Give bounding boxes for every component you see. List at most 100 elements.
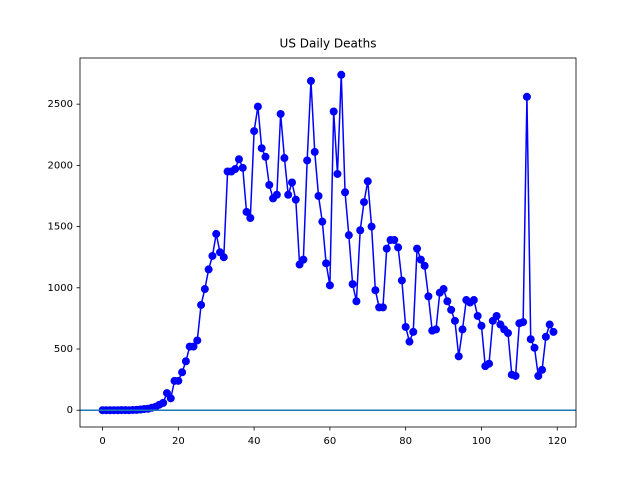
data-point: [257, 144, 266, 153]
data-point: [284, 190, 293, 199]
data-point: [511, 371, 520, 380]
data-point: [250, 127, 259, 136]
axes-frame: [79, 57, 577, 428]
y-tick-label: 1500: [48, 222, 73, 233]
data-point: [454, 352, 463, 361]
data-point: [447, 305, 456, 314]
y-tick-label: 2000: [48, 160, 73, 171]
data-point: [178, 368, 187, 377]
data-point: [291, 195, 300, 204]
data-point: [246, 214, 255, 223]
data-point: [208, 251, 217, 260]
y-tick-label: 2500: [48, 99, 73, 110]
data-point: [522, 92, 531, 101]
data-point: [485, 359, 494, 368]
data-point: [492, 311, 501, 320]
data-point: [382, 244, 391, 253]
x-tick-label: 120: [548, 436, 567, 447]
chart-title: US Daily Deaths: [280, 37, 377, 51]
data-point: [439, 285, 448, 294]
data-point: [341, 188, 350, 197]
data-point: [181, 357, 190, 366]
data-point: [348, 280, 357, 289]
data-point: [356, 226, 365, 235]
data-point: [477, 321, 486, 330]
data-point: [405, 337, 414, 346]
data-point: [189, 342, 198, 351]
data-point: [219, 253, 228, 262]
data-point: [329, 107, 338, 116]
data-point: [534, 371, 543, 380]
data-point: [371, 286, 380, 295]
data-point: [306, 76, 315, 85]
data-point: [367, 222, 376, 231]
data-point: [526, 335, 535, 344]
data-point: [276, 109, 285, 118]
data-point: [458, 325, 467, 334]
data-point: [231, 165, 240, 174]
data-point: [413, 244, 422, 253]
data-point: [450, 316, 459, 325]
data-point: [519, 318, 528, 327]
data-point: [174, 376, 183, 385]
x-tick-label: 80: [399, 436, 412, 447]
data-point: [333, 169, 342, 178]
x-tick-label: 40: [248, 436, 261, 447]
data-point: [204, 265, 213, 274]
data-point: [416, 255, 425, 264]
data-point: [337, 70, 346, 79]
x-tick-label: 60: [324, 436, 337, 447]
data-point: [197, 300, 206, 309]
data-point: [397, 276, 406, 285]
data-point: [378, 303, 387, 312]
x-tick-label: 20: [172, 436, 185, 447]
data-point: [238, 163, 247, 172]
y-tick-label: 1000: [48, 283, 73, 294]
data-point: [530, 343, 539, 352]
data-point: [314, 191, 323, 200]
data-point: [299, 255, 308, 264]
data-point: [265, 180, 274, 189]
data-point: [390, 236, 399, 245]
y-tick-label: 0: [67, 405, 73, 416]
data-point: [322, 259, 331, 268]
data-point: [212, 229, 221, 238]
data-point: [541, 332, 550, 341]
data-point: [359, 198, 368, 207]
data-point: [261, 152, 270, 161]
data-point: [159, 398, 168, 407]
data-point: [303, 156, 312, 165]
data-point: [549, 327, 558, 336]
data-point: [409, 327, 418, 336]
data-point: [280, 154, 289, 163]
data-point: [538, 365, 547, 374]
data-point: [200, 285, 209, 294]
data-point: [310, 147, 319, 156]
data-point: [325, 281, 334, 290]
data-point: [503, 329, 512, 338]
data-point: [242, 207, 251, 216]
data-point: [394, 243, 403, 252]
data-point: [401, 322, 410, 331]
y-tick-label: 500: [54, 344, 73, 355]
data-point: [318, 217, 327, 226]
x-tick-label: 100: [472, 436, 491, 447]
data-point: [193, 336, 202, 345]
data-point: [420, 261, 429, 270]
data-point: [443, 297, 452, 306]
data-point: [469, 296, 478, 305]
data-point: [288, 178, 297, 187]
data-point: [545, 320, 554, 329]
data-point: [234, 155, 243, 164]
data-point: [352, 297, 361, 306]
data-point: [424, 292, 433, 301]
data-point: [473, 311, 482, 320]
data-point: [272, 190, 281, 199]
data-point: [344, 231, 353, 240]
data-point: [431, 325, 440, 334]
x-tick-label: 0: [99, 436, 105, 447]
data-point: [363, 177, 372, 186]
data-point: [253, 102, 262, 111]
